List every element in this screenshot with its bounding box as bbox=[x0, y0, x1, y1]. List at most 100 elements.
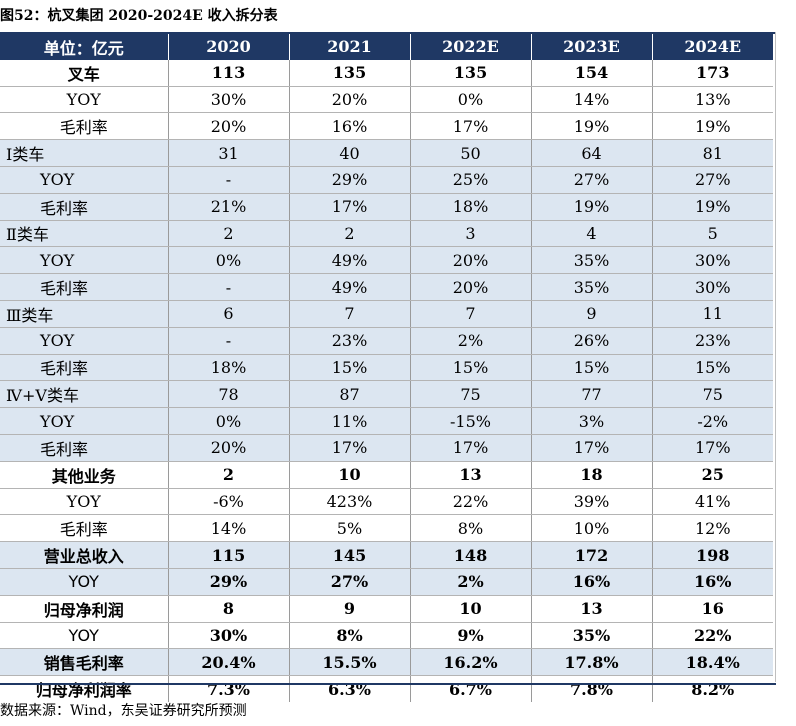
table-cell: -6% bbox=[167, 488, 289, 516]
table-cell: 3% bbox=[530, 407, 652, 435]
table-cell: 26% bbox=[530, 327, 652, 355]
source-note: 数据来源：Wind，东吴证券研究所预测 bbox=[0, 703, 247, 719]
table-row: YOY -23% 2% 26% 23% bbox=[0, 327, 773, 355]
table-cell: 20% bbox=[409, 273, 531, 301]
row-label: YOY bbox=[0, 166, 168, 194]
table-row: 毛利率 14% 5% 8% 10% 12% bbox=[0, 514, 773, 543]
table-row: 毛利率 20% 16% 17% 19% 19% bbox=[0, 112, 773, 141]
row-label: Ⅱ类车 bbox=[0, 220, 168, 248]
table-cell: 15% bbox=[651, 354, 773, 382]
table-cell: 49% bbox=[288, 246, 410, 275]
table-cell: 15% bbox=[530, 354, 652, 382]
table-cell: 9 bbox=[530, 300, 652, 328]
header-year: 2023E bbox=[530, 34, 652, 60]
table-row: 叉车 113 135 135 154 173 bbox=[0, 59, 773, 87]
table-cell: 20% bbox=[288, 86, 410, 114]
table-row: YOY 0% 11% -15% 3% -2% bbox=[0, 407, 773, 435]
revenue-breakdown-table: 单位：亿元 2020 2021 2022E 2023E 2024E 叉车 113 1… bbox=[0, 34, 773, 702]
row-label: Ⅲ类车 bbox=[0, 300, 168, 328]
table-cell: 0% bbox=[409, 86, 531, 114]
table-cell: 23% bbox=[288, 327, 410, 355]
table-cell: 20% bbox=[167, 112, 289, 141]
table-cell: 7 bbox=[288, 300, 410, 328]
header-year: 2021 bbox=[288, 34, 410, 60]
table-cell: 15% bbox=[288, 354, 410, 382]
table-cell: 0% bbox=[167, 246, 289, 275]
table-cell: 35% bbox=[530, 273, 652, 301]
table-cell: 12% bbox=[651, 514, 773, 543]
table-cell: 154 bbox=[530, 59, 652, 87]
table-bottom-rule bbox=[0, 683, 776, 685]
table-cell: 16 bbox=[651, 595, 773, 623]
table-cell: - bbox=[167, 273, 289, 301]
table-cell: 27% bbox=[530, 166, 652, 194]
table-cell: 30% bbox=[651, 246, 773, 275]
table-cell: 0% bbox=[167, 407, 289, 435]
table-cell: 6.7% bbox=[409, 675, 531, 702]
table-cell: 7.3% bbox=[167, 675, 289, 702]
table-cell: 4 bbox=[530, 220, 652, 248]
row-label: YOY bbox=[0, 488, 168, 516]
table-cell: 31 bbox=[167, 139, 289, 167]
table-caption: 图52：杭叉集团 2020-2024E 收入拆分表 bbox=[0, 8, 278, 24]
table-row: 归母净利润 8 9 10 13 16 bbox=[0, 595, 773, 623]
header-year: 2024E bbox=[651, 34, 773, 60]
table-cell: 40 bbox=[288, 139, 410, 167]
table-cell: 17% bbox=[651, 434, 773, 462]
row-label: 归母净利润率 bbox=[35, 681, 132, 701]
table-row: Ⅰ类车 31 40 50 64 81 bbox=[0, 139, 773, 167]
table-cell: 16.2% bbox=[409, 648, 531, 677]
table-row: YOY -6% 423% 22% 39% 41% bbox=[0, 488, 773, 516]
table-cell: 35% bbox=[530, 246, 652, 275]
table-cell: 19% bbox=[530, 193, 652, 221]
table-cell: 22% bbox=[409, 488, 531, 516]
table-cell: 17% bbox=[530, 434, 652, 462]
table-cell: -2% bbox=[651, 407, 773, 435]
table-cell: 10 bbox=[409, 595, 531, 623]
table-cell: 20% bbox=[409, 246, 531, 275]
table-cell: 13 bbox=[409, 461, 531, 489]
table-cell: 6 bbox=[167, 300, 289, 328]
table-row: 毛利率 18% 15% 15% 15% 15% bbox=[0, 354, 773, 382]
row-label: Ⅳ+Ⅴ类车 bbox=[0, 380, 168, 409]
table-cell: 18.4% bbox=[651, 648, 773, 677]
row-label: 毛利率 bbox=[0, 354, 168, 382]
table-cell: 423% bbox=[288, 488, 410, 516]
table-cell: 22% bbox=[651, 622, 773, 650]
header-row: 单位：亿元 2020 2021 2022E 2023E 2024E bbox=[0, 34, 773, 60]
table-cell: 30% bbox=[167, 622, 289, 650]
table-cell: 7 bbox=[409, 300, 531, 328]
table-cell: 11% bbox=[288, 407, 410, 435]
row-label: YOY bbox=[0, 86, 168, 114]
table-cell: 8% bbox=[409, 514, 531, 543]
table-cell: 10 bbox=[288, 461, 410, 489]
table-cell: 39% bbox=[530, 488, 652, 516]
row-label: 毛利率 bbox=[0, 514, 168, 543]
table-cell: 87 bbox=[288, 380, 410, 409]
row-label: 毛利率 bbox=[0, 112, 168, 141]
table-right-border bbox=[775, 32, 776, 682]
table-cell: 75 bbox=[651, 380, 773, 409]
table-cell: 14% bbox=[530, 86, 652, 114]
table-cell: 172 bbox=[530, 541, 652, 569]
table-cell: 16% bbox=[288, 112, 410, 141]
table-cell: 13 bbox=[530, 595, 652, 623]
table-cell: 50 bbox=[409, 139, 531, 167]
row-label: YOY bbox=[0, 407, 168, 435]
table-cell: 41% bbox=[651, 488, 773, 516]
table-cell: 19% bbox=[530, 112, 652, 141]
row-label: YOY bbox=[0, 568, 168, 596]
table-cell: 8 bbox=[167, 595, 289, 623]
table-cell: 30% bbox=[651, 273, 773, 301]
table-cell: 145 bbox=[288, 541, 410, 569]
table-cell: 30% bbox=[167, 86, 289, 114]
header-year: 2022E bbox=[409, 34, 531, 60]
table-cell: 15.5% bbox=[288, 648, 410, 677]
table-cell: 25% bbox=[409, 166, 531, 194]
table-cell: 10% bbox=[530, 514, 652, 543]
table-row: Ⅲ类车 6 7 7 9 11 bbox=[0, 300, 773, 328]
table-cell: 5 bbox=[651, 220, 773, 248]
table-cell: 198 bbox=[651, 541, 773, 569]
row-label: 销售毛利率 bbox=[0, 648, 168, 677]
table-cell: 8% bbox=[288, 622, 410, 650]
